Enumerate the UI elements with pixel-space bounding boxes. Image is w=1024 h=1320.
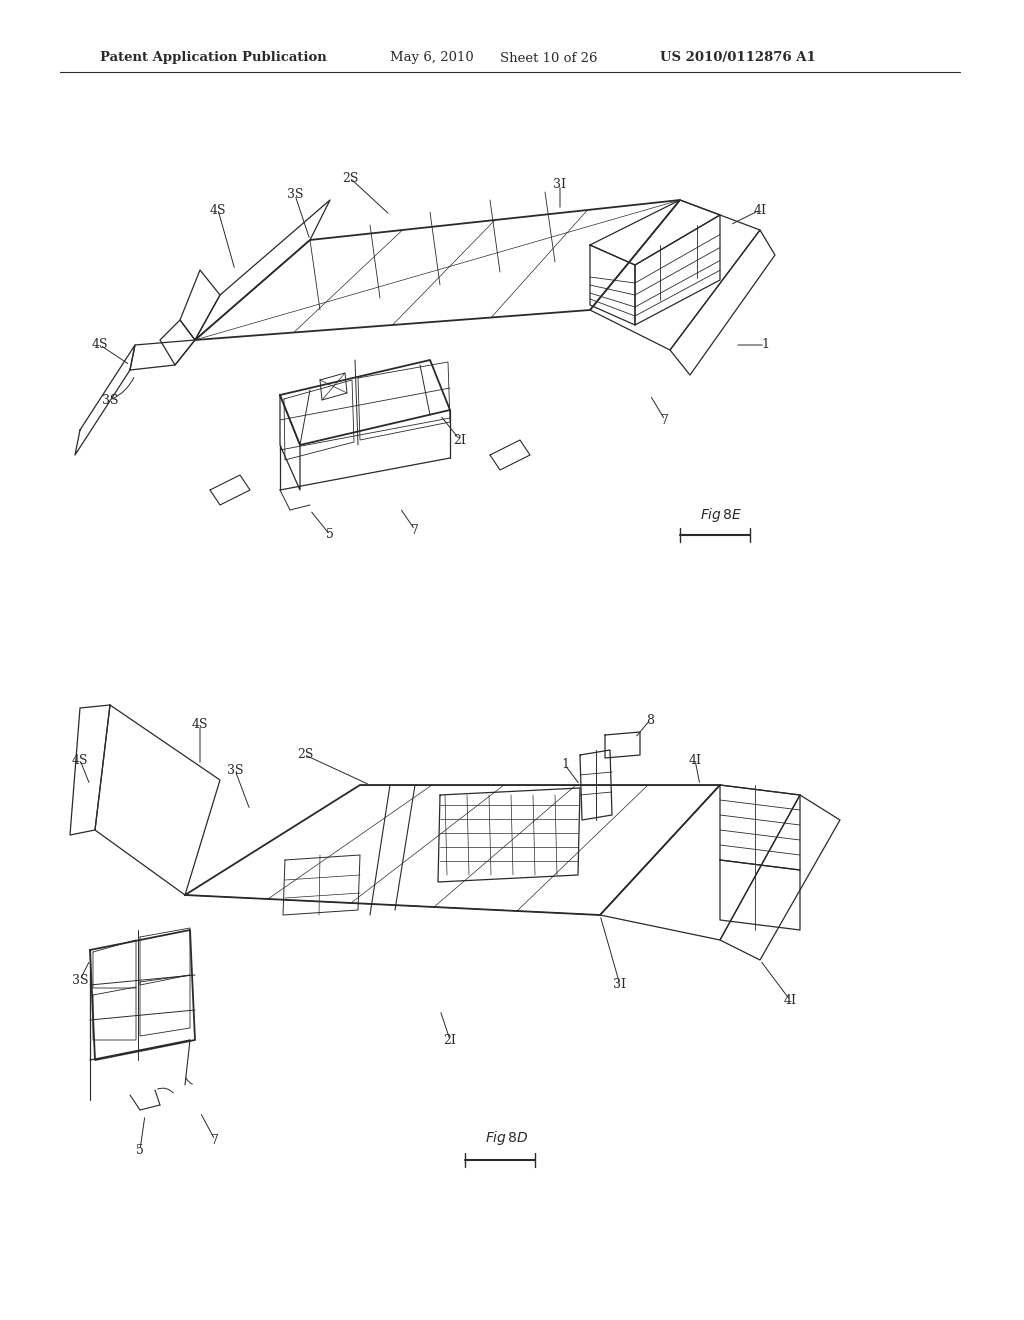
Text: 2S: 2S bbox=[342, 172, 358, 185]
Text: 5: 5 bbox=[136, 1143, 144, 1156]
Text: 7: 7 bbox=[211, 1134, 219, 1147]
Text: $\mathit{Fig\,8E}$: $\mathit{Fig\,8E}$ bbox=[700, 506, 742, 524]
Text: 3S: 3S bbox=[226, 763, 244, 776]
Text: 8: 8 bbox=[646, 714, 654, 726]
Text: 4I: 4I bbox=[754, 203, 767, 216]
Text: 3S: 3S bbox=[101, 393, 118, 407]
Text: $\mathit{Fig\,8D}$: $\mathit{Fig\,8D}$ bbox=[485, 1129, 528, 1147]
Text: 4S: 4S bbox=[210, 203, 226, 216]
Text: 4S: 4S bbox=[191, 718, 208, 731]
Text: 4S: 4S bbox=[92, 338, 109, 351]
Text: 5: 5 bbox=[326, 528, 334, 541]
Text: 2I: 2I bbox=[443, 1034, 457, 1047]
Text: 3S: 3S bbox=[72, 974, 88, 986]
Text: Sheet 10 of 26: Sheet 10 of 26 bbox=[500, 51, 597, 65]
Text: 3I: 3I bbox=[554, 178, 566, 191]
Text: May 6, 2010: May 6, 2010 bbox=[390, 51, 474, 65]
Text: 4S: 4S bbox=[72, 754, 88, 767]
Text: 3S: 3S bbox=[287, 189, 303, 202]
Text: 1: 1 bbox=[761, 338, 769, 351]
Text: 7: 7 bbox=[662, 413, 669, 426]
Text: US 2010/0112876 A1: US 2010/0112876 A1 bbox=[660, 51, 816, 65]
Text: 4I: 4I bbox=[688, 754, 701, 767]
Text: 7: 7 bbox=[411, 524, 419, 536]
Text: 2I: 2I bbox=[454, 433, 467, 446]
Text: 3I: 3I bbox=[613, 978, 627, 991]
Text: 1: 1 bbox=[561, 759, 569, 771]
Text: 4I: 4I bbox=[783, 994, 797, 1006]
Text: 2S: 2S bbox=[297, 748, 313, 762]
Text: Patent Application Publication: Patent Application Publication bbox=[100, 51, 327, 65]
